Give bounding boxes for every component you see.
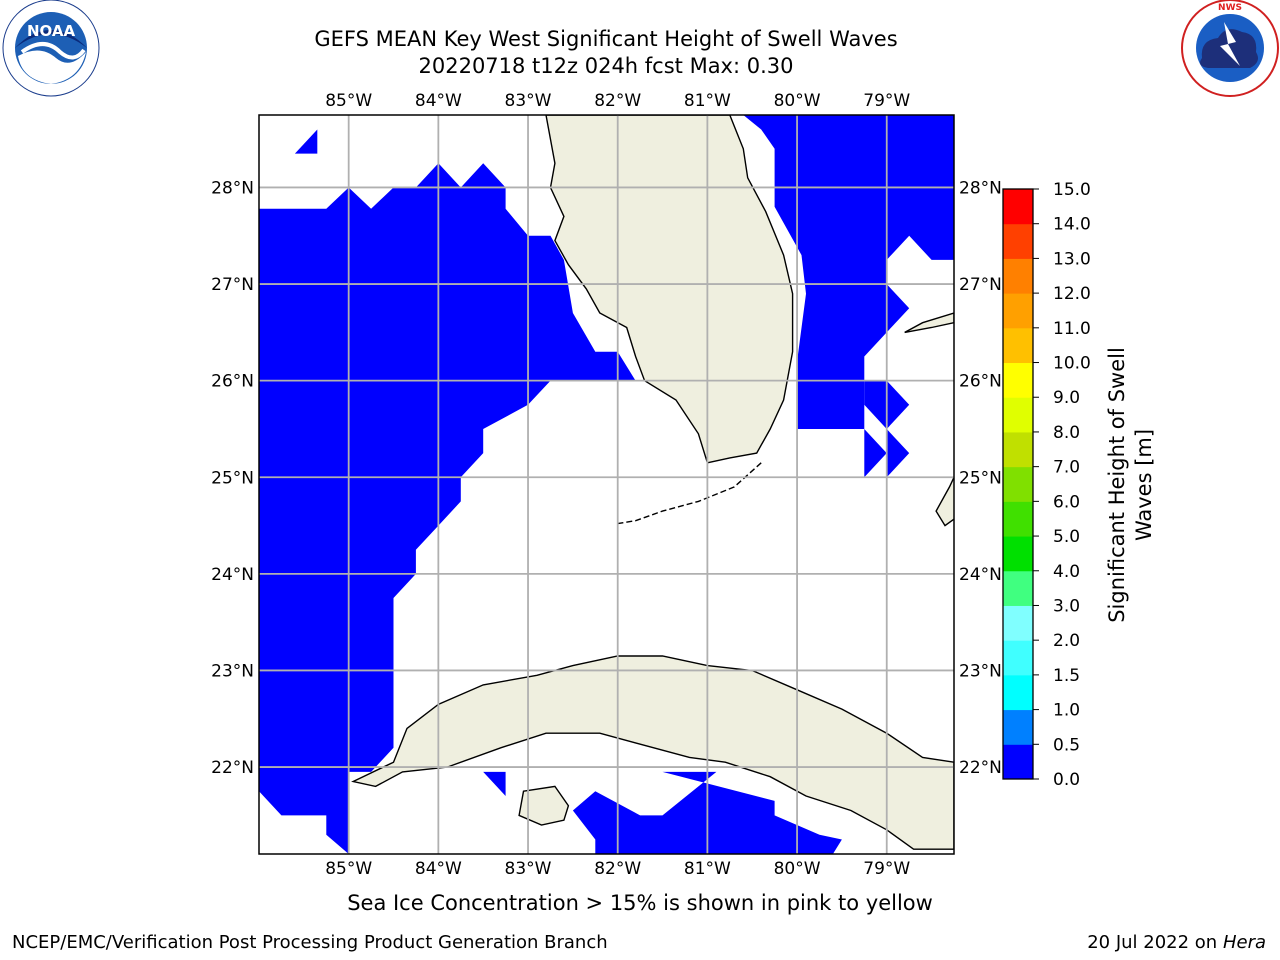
footer-date-text: 20 Jul 2022 on: [1087, 932, 1223, 953]
colorbar-swatch: [1003, 431, 1033, 468]
lat-tick-left: 24°N: [211, 565, 254, 585]
lat-tick-right: 26°N: [959, 372, 1002, 392]
colorbar: 0.0 0.5 1.0 1.5 2.0 3.0 4.0 5.0 6.0 7.0 8.0 9.0 10.0…: [1002, 180, 1091, 790]
colorbar-level-label: 3.0: [1053, 596, 1080, 616]
lon-tick-bottom: 80°W: [774, 859, 821, 879]
colorbar-level-label: 4.0: [1053, 562, 1080, 582]
colorbar-swatch: [1003, 640, 1033, 676]
colorbar-frame: [1002, 188, 1034, 780]
swell-cell: [864, 284, 887, 309]
colorbar-level-label: 10.0: [1053, 354, 1091, 374]
florida-landmass: [545, 115, 794, 464]
lat-tick-right: 25°N: [959, 468, 1002, 488]
lat-tick-left: 22°N: [211, 758, 254, 778]
axis-tick-labels: 85°W 85°W 84°W 84°W 83°W 83°W 82°W 82°W 81°W 81°W…: [211, 91, 1002, 879]
lon-tick-top: 80°W: [774, 91, 821, 111]
lat-tick-left: 25°N: [211, 468, 254, 488]
lon-tick-top: 79°W: [863, 91, 910, 111]
colorbar-label-line2: Waves [m]: [1132, 429, 1156, 541]
colorbar-swatch: [1003, 674, 1033, 711]
cuba-landmass: [351, 655, 954, 850]
lon-tick-bottom: 85°W: [325, 859, 372, 879]
swell-cell: [743, 115, 954, 478]
colorbar-swatch: [1003, 293, 1033, 329]
colorbar-level-label: 2.0: [1053, 631, 1080, 651]
lat-tick-right: 22°N: [959, 758, 1002, 778]
lat-tick-right: 24°N: [959, 565, 1002, 585]
colorbar-swatch: [1003, 709, 1033, 745]
swell-cell: [483, 771, 506, 796]
swell-cell: [294, 129, 318, 154]
map-frame: [258, 114, 955, 855]
lon-tick-bottom: 83°W: [505, 859, 552, 879]
lat-tick-left: 28°N: [211, 178, 254, 198]
swell-cell: [259, 163, 636, 854]
chart-title: GEFS MEAN Key West Significant Height of…: [314, 27, 898, 51]
nws-logo-icon: NWS: [1181, 0, 1279, 97]
isla-de-la-juventud: [518, 785, 570, 826]
lat-tick-left: 23°N: [211, 661, 254, 681]
grand-bahama: [904, 312, 954, 334]
lon-tick-top: 85°W: [325, 91, 372, 111]
colorbar-level-label: 12.0: [1053, 284, 1091, 304]
colorbar-level-label: 14.0: [1053, 215, 1091, 235]
swell-cell: [886, 429, 910, 478]
colorbar-level-label: 0.0: [1053, 770, 1080, 790]
lat-tick-right: 27°N: [959, 275, 1002, 295]
andros: [935, 475, 954, 527]
lon-tick-bottom: 82°W: [594, 859, 641, 879]
colorbar-level-label: 7.0: [1053, 458, 1080, 478]
footer-host: Hera: [1222, 932, 1266, 953]
colorbar-swatch: [1003, 362, 1033, 398]
lat-tick-left: 27°N: [211, 275, 254, 295]
landmasses: [351, 115, 954, 850]
lat-tick-right: 28°N: [959, 178, 1002, 198]
colorbar-swatch: [1003, 744, 1033, 780]
map-area: [259, 115, 954, 854]
colorbar-level-label: 15.0: [1053, 180, 1091, 200]
lon-tick-top: 84°W: [415, 91, 462, 111]
colorbar-level-label: 6.0: [1053, 492, 1080, 512]
colorbar-swatch: [1003, 397, 1033, 433]
lon-tick-bottom: 81°W: [684, 859, 731, 879]
lon-tick-top: 83°W: [505, 91, 552, 111]
colorbar-level-label: 0.5: [1053, 735, 1080, 755]
colorbar-level-label: 11.0: [1053, 319, 1091, 339]
lon-tick-bottom: 84°W: [415, 859, 462, 879]
chart-subtitle: 20220718 t12z 024h fcst Max: 0.30: [418, 54, 794, 78]
sea-ice-note: Sea Ice Concentration > 15% is shown in …: [347, 891, 933, 915]
footer-branch: NCEP/EMC/Verification Post Processing Pr…: [12, 932, 608, 953]
colorbar-swatch: [1003, 501, 1033, 537]
colorbar-level-label: 5.0: [1053, 527, 1080, 547]
colorbar-label-line1: Significant Height of Swell: [1105, 347, 1129, 623]
svg-text:NWS: NWS: [1218, 3, 1242, 13]
lat-tick-left: 26°N: [211, 372, 254, 392]
colorbar-swatch: [1003, 570, 1033, 606]
footer-date: 20 Jul 2022 on Hera: [1087, 932, 1266, 953]
colorbar-swatch: [1003, 223, 1033, 259]
colorbar-level-label: 8.0: [1053, 423, 1080, 443]
lon-tick-bottom: 79°W: [863, 859, 910, 879]
colorbar-swatch: [1003, 466, 1033, 502]
florida-keys: [617, 462, 762, 525]
graticule: [259, 115, 954, 854]
colorbar-swatch: [1003, 327, 1033, 364]
colorbar-swatch: [1003, 258, 1033, 294]
colorbar-swatch: [1003, 605, 1033, 641]
noaa-logo-text: NOAA: [27, 22, 76, 40]
colorbar-level-label: 13.0: [1053, 249, 1091, 269]
colorbar-swatch: [1003, 536, 1033, 572]
lat-tick-right: 23°N: [959, 661, 1002, 681]
lon-tick-top: 82°W: [594, 91, 641, 111]
colorbar-level-label: 9.0: [1053, 388, 1080, 408]
colorbar-level-label: 1.5: [1053, 666, 1080, 686]
noaa-logo-icon: NOAA: [2, 0, 100, 97]
lon-tick-top: 81°W: [684, 91, 731, 111]
colorbar-level-label: 1.0: [1053, 701, 1080, 721]
colorbar-swatch: [1003, 189, 1033, 225]
